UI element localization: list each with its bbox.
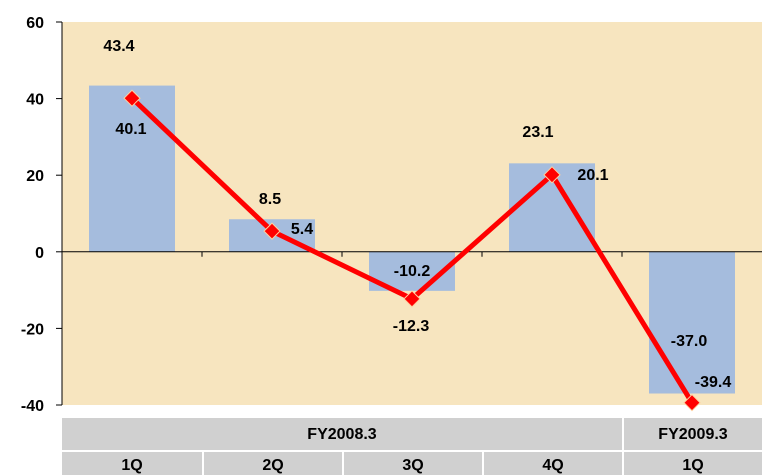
- line-value-label-1: 40.1: [115, 121, 146, 138]
- line-value-label-4: 20.1: [577, 167, 608, 184]
- bar-value-label-2: 8.5: [259, 191, 281, 208]
- line-marker-3: [403, 290, 421, 308]
- group-label-1: FY2008.3: [307, 426, 376, 443]
- category-label-5: 1Q: [682, 457, 703, 474]
- line-marker-5: [683, 393, 701, 412]
- line-marker-4: [543, 166, 561, 184]
- line-value-label-3: -12.3: [393, 318, 430, 335]
- group-cell-2: [624, 418, 762, 450]
- group-label-2: FY2009.3: [658, 426, 727, 443]
- category-label-4: 4Q: [542, 457, 563, 474]
- y-tick-label-4: 0: [35, 245, 44, 262]
- y-tick-label-5: -20: [21, 321, 44, 338]
- bar-value-label-1: 43.4: [103, 38, 134, 55]
- bar-1: [89, 85, 175, 252]
- category-cell-2: [204, 452, 342, 475]
- y-tick-label-1: 60: [26, 15, 44, 32]
- line-value-label-2: 5.4: [291, 221, 313, 238]
- category-label-2: 2Q: [262, 457, 283, 474]
- line-value-label-5: -39.4: [695, 374, 732, 391]
- bar-value-label-4: 23.1: [522, 124, 553, 141]
- bar-5: [649, 251, 735, 394]
- line-marker-1: [123, 89, 141, 107]
- line-marker-2: [263, 222, 281, 240]
- plot-area: [62, 22, 762, 405]
- category-cell-3: [344, 452, 482, 475]
- category-label-1: 1Q: [121, 457, 142, 474]
- y-tick-label-3: 20: [26, 168, 44, 185]
- category-cell-5: [624, 452, 762, 475]
- y-tick-label-2: 40: [26, 92, 44, 109]
- category-label-3: 3Q: [402, 457, 423, 474]
- y-tick-label-6: -40: [21, 398, 44, 415]
- category-cell-1: [62, 452, 202, 475]
- group-cell-1: [62, 418, 622, 450]
- category-cell-4: [484, 452, 622, 475]
- bar-value-label-3: -10.2: [394, 263, 431, 280]
- bar-value-label-5: -37.0: [671, 333, 708, 350]
